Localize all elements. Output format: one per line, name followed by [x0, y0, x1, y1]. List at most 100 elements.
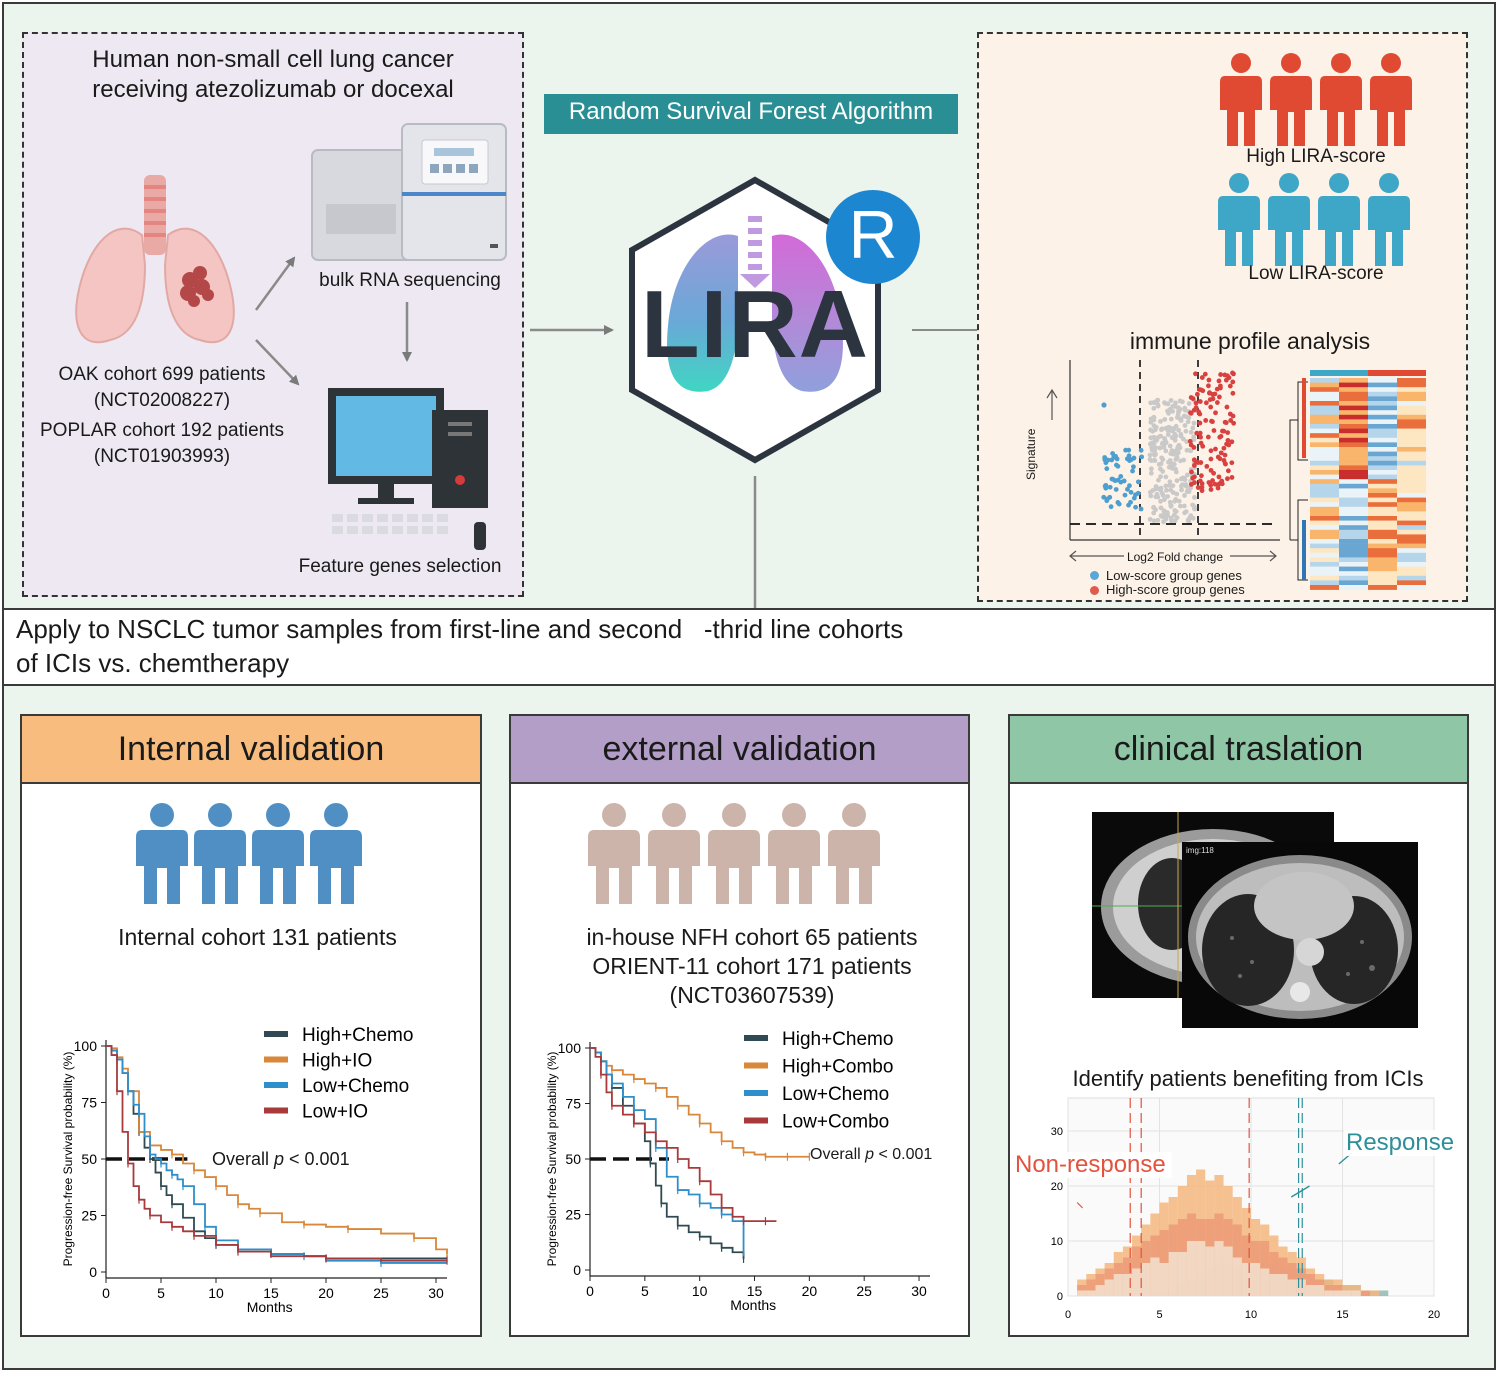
volcano-point-high — [1207, 480, 1213, 486]
histogram-bar — [1086, 1279, 1096, 1296]
heatmap-cell — [1339, 382, 1368, 388]
heatmap-cell — [1339, 566, 1368, 572]
internal-pvalue-suffix: < 0.001 — [284, 1149, 350, 1169]
rna-seq-label: bulk RNA sequencing — [319, 270, 501, 291]
volcano-point — [1180, 399, 1185, 405]
heatmap-cell — [1310, 424, 1339, 429]
volcano-point — [1173, 509, 1179, 514]
lungs-icon — [75, 175, 235, 343]
histogram-bar — [1269, 1274, 1279, 1296]
heatmap-cell — [1339, 451, 1368, 457]
legend-label: Low+Chemo — [782, 1084, 889, 1105]
volcano-point — [1158, 474, 1163, 480]
x-tick-label: 20 — [802, 1283, 818, 1299]
heatmap-cell — [1339, 506, 1368, 512]
heatmap-cell — [1310, 470, 1339, 475]
volcano-point — [1176, 427, 1182, 433]
heatmap-cell — [1339, 391, 1368, 397]
volcano-point — [1175, 412, 1181, 417]
volcano-point-high — [1194, 430, 1200, 436]
heatmap-cell — [1368, 442, 1397, 448]
heatmap-cell — [1368, 451, 1397, 457]
histogram-bar — [1379, 1290, 1389, 1296]
volcano-point — [1158, 513, 1164, 519]
heatmap-cell — [1310, 575, 1339, 581]
histogram-bar — [1086, 1290, 1096, 1296]
volcano-point-high — [1229, 475, 1235, 480]
heatmap-cell — [1310, 396, 1339, 402]
source-title-line2: receiving atezolizumab or docexal — [92, 76, 454, 103]
volcano-x-label: Log2 Fold change — [1126, 550, 1224, 564]
legend-label: High+Chemo — [782, 1029, 893, 1050]
volcano-point-high — [1195, 485, 1201, 491]
volcano-point-high — [1218, 372, 1224, 377]
heatmap-cell — [1368, 396, 1397, 402]
volcano-point-high — [1193, 371, 1198, 377]
volcano-point — [1174, 491, 1180, 497]
volcano-point-high — [1230, 390, 1236, 396]
x-tick-label: 20 — [318, 1285, 334, 1301]
heatmap-cell — [1397, 465, 1426, 471]
volcano-point — [1190, 425, 1196, 431]
heatmap-cell — [1397, 525, 1426, 531]
x-axis-label: Months — [730, 1297, 776, 1313]
heatmap-cell — [1397, 566, 1426, 572]
heatmap-cell — [1397, 433, 1426, 439]
histogram-bar — [1186, 1241, 1197, 1296]
heatmap-cell — [1397, 424, 1426, 429]
heatmap-cell — [1310, 529, 1339, 535]
volcano-point-high — [1225, 476, 1230, 482]
heatmap-cell — [1310, 488, 1339, 494]
external-validation-title: external validation — [511, 716, 968, 784]
nonresponse-label: Non-response — [1015, 1151, 1166, 1178]
histogram-bar — [1360, 1290, 1370, 1296]
x-tick-label: 15 — [263, 1285, 279, 1301]
y-tick-label: 25 — [565, 1207, 581, 1223]
volcano-point-high — [1217, 383, 1223, 389]
heatmap-cell — [1310, 525, 1339, 531]
heatmap-cell — [1310, 382, 1339, 388]
heatmap-cell — [1368, 470, 1397, 475]
volcano-point — [1185, 517, 1191, 523]
volcano-point — [1181, 457, 1187, 463]
poplar-cohort-line2: (NCT01903993) — [93, 446, 231, 467]
volcano-point — [1184, 489, 1190, 494]
heatmap-cell — [1339, 442, 1368, 448]
volcano-point-high — [1223, 461, 1228, 467]
volcano-point-low — [1139, 454, 1145, 460]
histogram-bar — [1214, 1241, 1224, 1296]
volcano-point-high — [1205, 434, 1211, 440]
heatmap-cell — [1339, 497, 1368, 503]
volcano-point-low — [1107, 484, 1113, 490]
volcano-point — [1148, 493, 1154, 499]
heatmap-cell — [1310, 465, 1339, 471]
volcano-point — [1149, 445, 1155, 450]
x-tick-label: 0 — [102, 1285, 110, 1301]
volcano-point — [1148, 470, 1154, 476]
heatmap-cell — [1368, 428, 1397, 434]
volcano-point — [1173, 497, 1179, 502]
volcano-point-low — [1108, 504, 1114, 510]
volcano-point — [1148, 419, 1154, 425]
volcano-point — [1167, 479, 1173, 485]
volcano-point-high — [1202, 371, 1208, 377]
volcano-point — [1153, 437, 1159, 443]
volcano-point — [1151, 452, 1157, 457]
heatmap-cell — [1339, 437, 1368, 443]
heatmap-cell — [1368, 548, 1397, 554]
heatmap-cell — [1339, 575, 1368, 581]
ct-scan-label: img:118 — [1186, 846, 1214, 855]
volcano-point — [1173, 433, 1179, 439]
heatmap-cell — [1368, 566, 1397, 572]
heatmap-cell — [1397, 520, 1426, 526]
volcano-point — [1153, 507, 1158, 513]
heatmap-cell — [1397, 391, 1426, 397]
heatmap-cell — [1368, 414, 1397, 420]
km-line-low-combo — [590, 1047, 777, 1223]
histogram-bar — [1104, 1279, 1114, 1296]
heatmap-cell — [1339, 470, 1368, 475]
volcano-point — [1162, 417, 1168, 422]
heatmap-cell — [1310, 566, 1339, 572]
volcano-point — [1182, 493, 1187, 498]
heatmap-cell — [1368, 571, 1397, 577]
